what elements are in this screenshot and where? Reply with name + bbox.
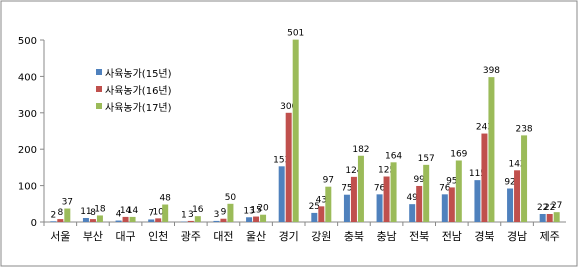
bar	[449, 187, 455, 222]
x-tick-label: 대구	[115, 230, 135, 243]
bar	[97, 215, 103, 222]
bar	[416, 186, 422, 222]
bar	[507, 189, 513, 222]
x-tick-label: 부산	[83, 230, 103, 243]
legend-swatch	[96, 86, 102, 92]
bar	[423, 165, 429, 222]
bar	[554, 212, 560, 222]
bar	[442, 194, 448, 222]
bar	[130, 217, 136, 222]
bar	[286, 113, 292, 222]
bar	[260, 215, 266, 222]
x-tick-label: 전남	[442, 230, 462, 243]
bar	[514, 170, 520, 222]
bar	[253, 217, 259, 222]
bar	[540, 214, 546, 222]
value-label: 16	[192, 205, 204, 215]
value-label: 157	[418, 154, 435, 164]
y-tick-label: 200	[18, 145, 37, 156]
value-label: 14	[127, 206, 139, 216]
legend-label: 사육농가(16년)	[105, 85, 172, 97]
bar	[50, 221, 56, 222]
value-label: 3	[214, 210, 220, 220]
bar	[311, 213, 317, 222]
legend-label: 사육농가(15년)	[105, 68, 172, 80]
bar	[358, 156, 364, 222]
bar	[384, 177, 390, 223]
value-label: 18	[94, 204, 106, 214]
value-label: 27	[551, 201, 562, 211]
bar	[64, 209, 70, 222]
x-tick-label: 경남	[507, 230, 527, 243]
bar	[456, 160, 462, 222]
value-label: 9	[221, 208, 227, 218]
bar	[325, 187, 331, 222]
x-tick-label: 울산	[246, 230, 266, 243]
bar	[481, 134, 487, 222]
bar	[351, 177, 357, 222]
value-label: 182	[352, 145, 369, 155]
x-tick-label: 충남	[376, 230, 396, 243]
legend-label: 사육농가(17년)	[105, 102, 172, 114]
bar	[246, 217, 252, 222]
bar	[391, 162, 397, 222]
bar	[318, 206, 324, 222]
bar	[409, 204, 415, 222]
bar	[488, 77, 494, 222]
value-label: 1	[181, 211, 187, 221]
value-label: 37	[62, 198, 73, 208]
y-tick-label: 0	[31, 218, 37, 229]
value-label: 8	[57, 208, 63, 218]
x-tick-label: 대전	[213, 230, 233, 243]
bar	[547, 214, 553, 222]
x-tick-label: 서울	[50, 230, 70, 243]
value-label: 48	[159, 194, 171, 204]
bar	[474, 180, 480, 222]
bar	[155, 218, 161, 222]
y-tick-label: 100	[18, 182, 37, 193]
bar	[57, 219, 63, 222]
x-tick-label: 경북	[474, 230, 494, 243]
value-label: 2	[50, 210, 56, 220]
bar	[293, 40, 299, 222]
bar	[377, 194, 383, 222]
value-label: 501	[287, 29, 304, 39]
bar	[162, 205, 168, 222]
x-tick-label: 강원	[311, 230, 331, 243]
bar	[279, 166, 285, 222]
value-label: 169	[450, 149, 467, 159]
value-label: 20	[257, 204, 269, 214]
bar	[220, 219, 226, 222]
x-tick-label: 제주	[540, 230, 560, 243]
bar	[123, 217, 129, 222]
bar	[521, 135, 527, 222]
x-tick-label: 전북	[409, 230, 429, 243]
bar	[195, 216, 201, 222]
bar	[90, 219, 96, 222]
bar	[227, 204, 233, 222]
bar	[213, 221, 219, 222]
bar	[83, 218, 89, 222]
value-label: 238	[515, 124, 532, 134]
x-tick-label: 광주	[181, 230, 201, 243]
value-label: 50	[225, 193, 237, 203]
y-tick-label: 300	[18, 109, 37, 120]
bar	[116, 221, 122, 222]
value-label: 398	[483, 66, 500, 76]
legend-swatch	[96, 69, 102, 75]
x-tick-label: 충북	[344, 230, 364, 243]
y-tick-label: 500	[18, 36, 37, 47]
value-label: 164	[385, 151, 402, 161]
bar	[148, 219, 154, 222]
x-tick-label: 인천	[148, 229, 168, 243]
bar	[188, 221, 194, 222]
value-label: 97	[323, 176, 334, 186]
bar	[344, 195, 350, 222]
legend-swatch	[96, 103, 102, 109]
x-tick-label: 경기	[279, 230, 299, 243]
y-tick-label: 400	[18, 72, 37, 83]
